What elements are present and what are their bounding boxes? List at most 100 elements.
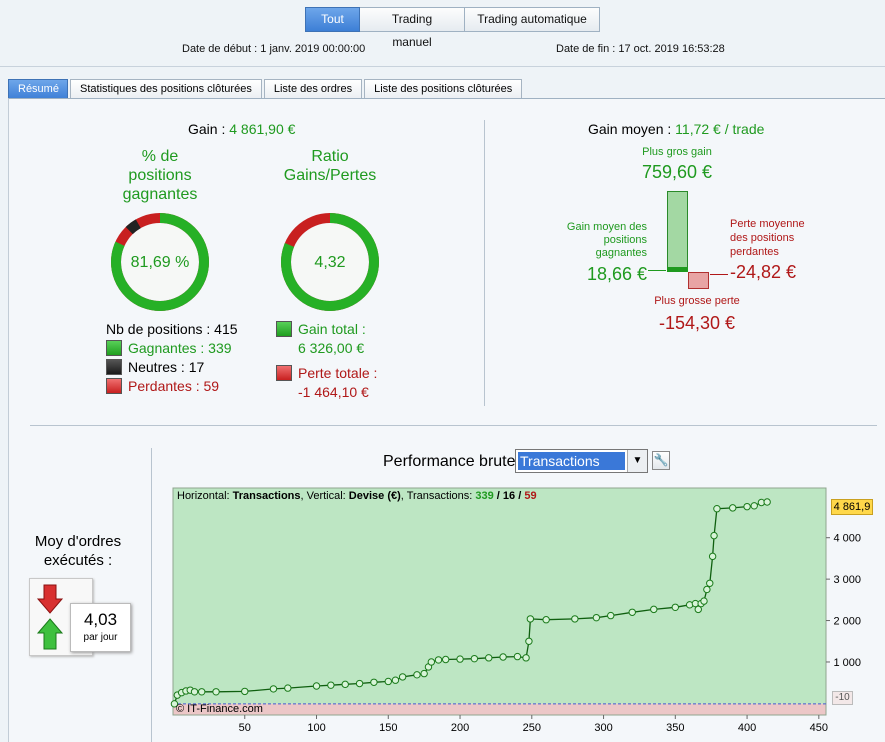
chart-tx-loss: 59 [524, 490, 537, 502]
ratio-value: 4,32 [314, 254, 346, 271]
performance-select[interactable]: Transactions ▼ [515, 449, 648, 473]
ratio-donut-win-arc [281, 213, 379, 311]
bottom-vertical-divider [151, 448, 152, 742]
plus-grosse-perte-label: Plus grosse perte [654, 295, 740, 307]
legend-neutres-text: Neutres : 17 [128, 359, 205, 375]
perte-bar [688, 272, 709, 289]
gmg-line1: Gain moyen des [566, 221, 647, 233]
chart-negative-area [173, 703, 826, 715]
totals-legend: Gain total : 6 326,00 € Perte totale : -… [276, 320, 377, 402]
equity-point [327, 681, 335, 689]
y-tick-label: 2 000 [833, 616, 861, 628]
perte-totale-value: -1 464,10 € [298, 384, 369, 400]
ratio-donut [281, 213, 379, 311]
equity-point [190, 688, 199, 696]
mode-trading-manuel-button[interactable]: Trading manuel [360, 7, 465, 49]
gain-moyen-gagnantes-value: 18,66 € [586, 264, 647, 284]
tab-resume[interactable]: Résumé [8, 79, 68, 99]
equity-point [456, 655, 464, 663]
x-tick-label: 200 [451, 722, 469, 734]
equity-point [628, 608, 636, 616]
pct-donut-win-arc [111, 213, 209, 311]
performance-select-value: Transactions [518, 452, 625, 470]
ratio-donut-center [292, 224, 368, 300]
chart-tx-sep: / [493, 490, 503, 502]
equity-point [708, 552, 717, 561]
equity-point [413, 671, 421, 679]
positions-legend: Nb de positions : 415 Gagnantes : 339 Ne… [106, 320, 238, 396]
chart-header-tx: , Transactions: [400, 490, 476, 502]
moy-ordres-line1: Moy d'ordres [34, 533, 122, 550]
horizontal-divider [30, 425, 877, 426]
gain-label: Gain : [188, 121, 230, 137]
start-date: Date de début : 1 janv. 2019 00:00:00 [182, 43, 366, 55]
mode-tout-button[interactable]: Tout [305, 7, 360, 32]
equity-point [513, 652, 522, 661]
y-tick-label: 4 000 [833, 533, 861, 545]
legend-gagnantes: Gagnantes : 339 [106, 339, 238, 358]
equity-point [427, 658, 436, 666]
equity-point [434, 656, 443, 664]
y-tick-label: 3 000 [833, 574, 861, 586]
legend-neutres: Neutres : 17 [106, 358, 238, 377]
gain-total-label: Gain total : [298, 321, 366, 337]
perte-totale: Perte totale : [276, 364, 377, 383]
chart-tx-neutral: 16 [502, 490, 516, 502]
tab-statistiques[interactable]: Statistiques des positions clôturées [70, 79, 262, 99]
up-down-arrows-icon [36, 584, 64, 650]
legend-perdantes: Perdantes : 59 [106, 377, 238, 396]
gain-moyen-label: Gain moyen : [588, 121, 676, 137]
plus-grosse-perte-value: -154,30 € [658, 313, 736, 333]
chart-positive-area [173, 488, 826, 704]
equity-point [341, 680, 349, 689]
tab-liste-positions[interactable]: Liste des positions clôturées [364, 79, 523, 99]
gain-total-value: 6 326,00 € [298, 340, 365, 356]
chart-header: Horizontal: Transactions, Vertical: Devi… [177, 490, 537, 502]
red-square-icon [106, 378, 122, 394]
black-square-icon [106, 359, 122, 375]
equity-point [694, 605, 702, 614]
chevron-down-icon[interactable]: ▼ [627, 450, 647, 472]
pct-value: 81,69 % [130, 254, 190, 271]
y-tick-label: 1 000 [833, 657, 861, 669]
equity-point [212, 688, 220, 696]
performance-chart: 1 000 2 000 3 000 4 000 50 100 150 200 250 300 350… [170, 487, 861, 734]
equity-point [525, 637, 533, 645]
plus-gros-gain-label: Plus gros gain [642, 146, 712, 158]
equity-point [671, 603, 680, 611]
arrow-left-icon [710, 274, 728, 275]
pm-line3: perdantes [730, 246, 779, 258]
equity-point [198, 688, 206, 696]
tab-liste-ordres[interactable]: Liste des ordres [263, 79, 363, 99]
x-tick-label: 250 [523, 722, 541, 734]
mode-trading-automatique-button[interactable]: Trading automatique [465, 7, 600, 32]
section-divider [484, 120, 485, 406]
chart-frame [172, 487, 827, 716]
performance-title: Performance brute [383, 453, 516, 470]
equity-point [284, 684, 292, 692]
gain-moyen-bar [667, 267, 688, 272]
legend-gagnantes-text: Gagnantes : 339 [128, 340, 232, 356]
pct-title-line2: positions [128, 167, 192, 184]
moy-ordres-title: Moy d'ordres exécutés : [18, 532, 138, 570]
equity-point [750, 502, 758, 510]
equity-point [470, 654, 479, 663]
equity-point [441, 655, 450, 664]
equity-point [499, 653, 507, 661]
header-divider [0, 66, 885, 67]
wrench-icon[interactable]: 🔧 [652, 451, 670, 470]
green-square-icon [276, 321, 292, 337]
equity-point [269, 685, 278, 693]
red-square-icon [276, 365, 292, 381]
pct-title-line1: % de [141, 148, 179, 165]
nb-positions: Nb de positions : 415 [106, 321, 238, 337]
zero-line-badge: -10 [832, 691, 853, 705]
equity-point [170, 700, 179, 708]
green-square-icon [106, 340, 122, 356]
legend-perdantes-text: Perdantes : 59 [128, 378, 220, 394]
pm-line2: des positions [730, 232, 795, 244]
gain-total: Gain total : [276, 320, 377, 339]
pm-line1: Perte moyenne [730, 218, 805, 230]
last-value-badge: 4 861,9 [831, 499, 873, 515]
gain-summary: Gain : 4 861,90 € [188, 121, 295, 137]
